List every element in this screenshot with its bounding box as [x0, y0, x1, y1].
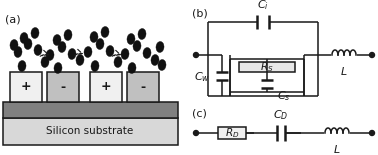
Circle shape	[370, 131, 375, 135]
Bar	[10, 72, 42, 102]
Ellipse shape	[138, 29, 146, 40]
Ellipse shape	[156, 42, 164, 53]
Bar	[218, 127, 246, 139]
Ellipse shape	[143, 48, 151, 58]
Ellipse shape	[114, 57, 122, 67]
Ellipse shape	[54, 62, 62, 73]
Ellipse shape	[106, 46, 114, 56]
Text: +: +	[21, 80, 31, 93]
Ellipse shape	[24, 38, 32, 49]
Text: $C_i$: $C_i$	[257, 0, 269, 12]
Text: (b): (b)	[192, 8, 208, 18]
Ellipse shape	[101, 27, 109, 38]
Ellipse shape	[76, 55, 84, 66]
Bar	[239, 62, 295, 72]
Text: (c): (c)	[192, 108, 207, 118]
Circle shape	[194, 53, 198, 58]
Text: $R_S$: $R_S$	[260, 60, 274, 74]
Bar	[3, 118, 178, 145]
Ellipse shape	[18, 60, 26, 71]
Ellipse shape	[46, 49, 54, 60]
Ellipse shape	[127, 33, 135, 44]
Text: $R_D$: $R_D$	[225, 126, 239, 140]
Text: +: +	[101, 80, 111, 93]
Ellipse shape	[158, 60, 166, 71]
Text: Silicon substrate: Silicon substrate	[46, 126, 134, 137]
Ellipse shape	[20, 33, 28, 44]
Ellipse shape	[121, 49, 129, 60]
Ellipse shape	[128, 62, 136, 73]
Bar	[127, 72, 159, 102]
Text: $C_w$: $C_w$	[194, 71, 210, 84]
Circle shape	[370, 53, 375, 58]
Ellipse shape	[151, 55, 159, 66]
Ellipse shape	[68, 49, 76, 60]
Ellipse shape	[53, 35, 61, 45]
Ellipse shape	[91, 60, 99, 71]
Ellipse shape	[31, 27, 39, 38]
Ellipse shape	[133, 40, 141, 51]
Text: $L$: $L$	[340, 65, 348, 77]
Text: $C_D$: $C_D$	[273, 108, 289, 122]
Bar	[90, 72, 122, 102]
Bar	[3, 102, 178, 118]
Text: -: -	[141, 80, 146, 93]
Ellipse shape	[10, 40, 18, 51]
Text: (a): (a)	[5, 14, 21, 24]
Ellipse shape	[64, 29, 72, 40]
Text: $L$: $L$	[333, 143, 341, 155]
Ellipse shape	[14, 46, 22, 58]
Ellipse shape	[34, 44, 42, 55]
Ellipse shape	[96, 38, 104, 49]
Bar	[47, 72, 79, 102]
Text: -: -	[60, 80, 65, 93]
Ellipse shape	[58, 42, 66, 53]
Ellipse shape	[41, 57, 49, 67]
Text: $C_s$: $C_s$	[277, 89, 291, 103]
Circle shape	[194, 131, 198, 135]
Ellipse shape	[84, 46, 92, 58]
Ellipse shape	[90, 31, 98, 42]
